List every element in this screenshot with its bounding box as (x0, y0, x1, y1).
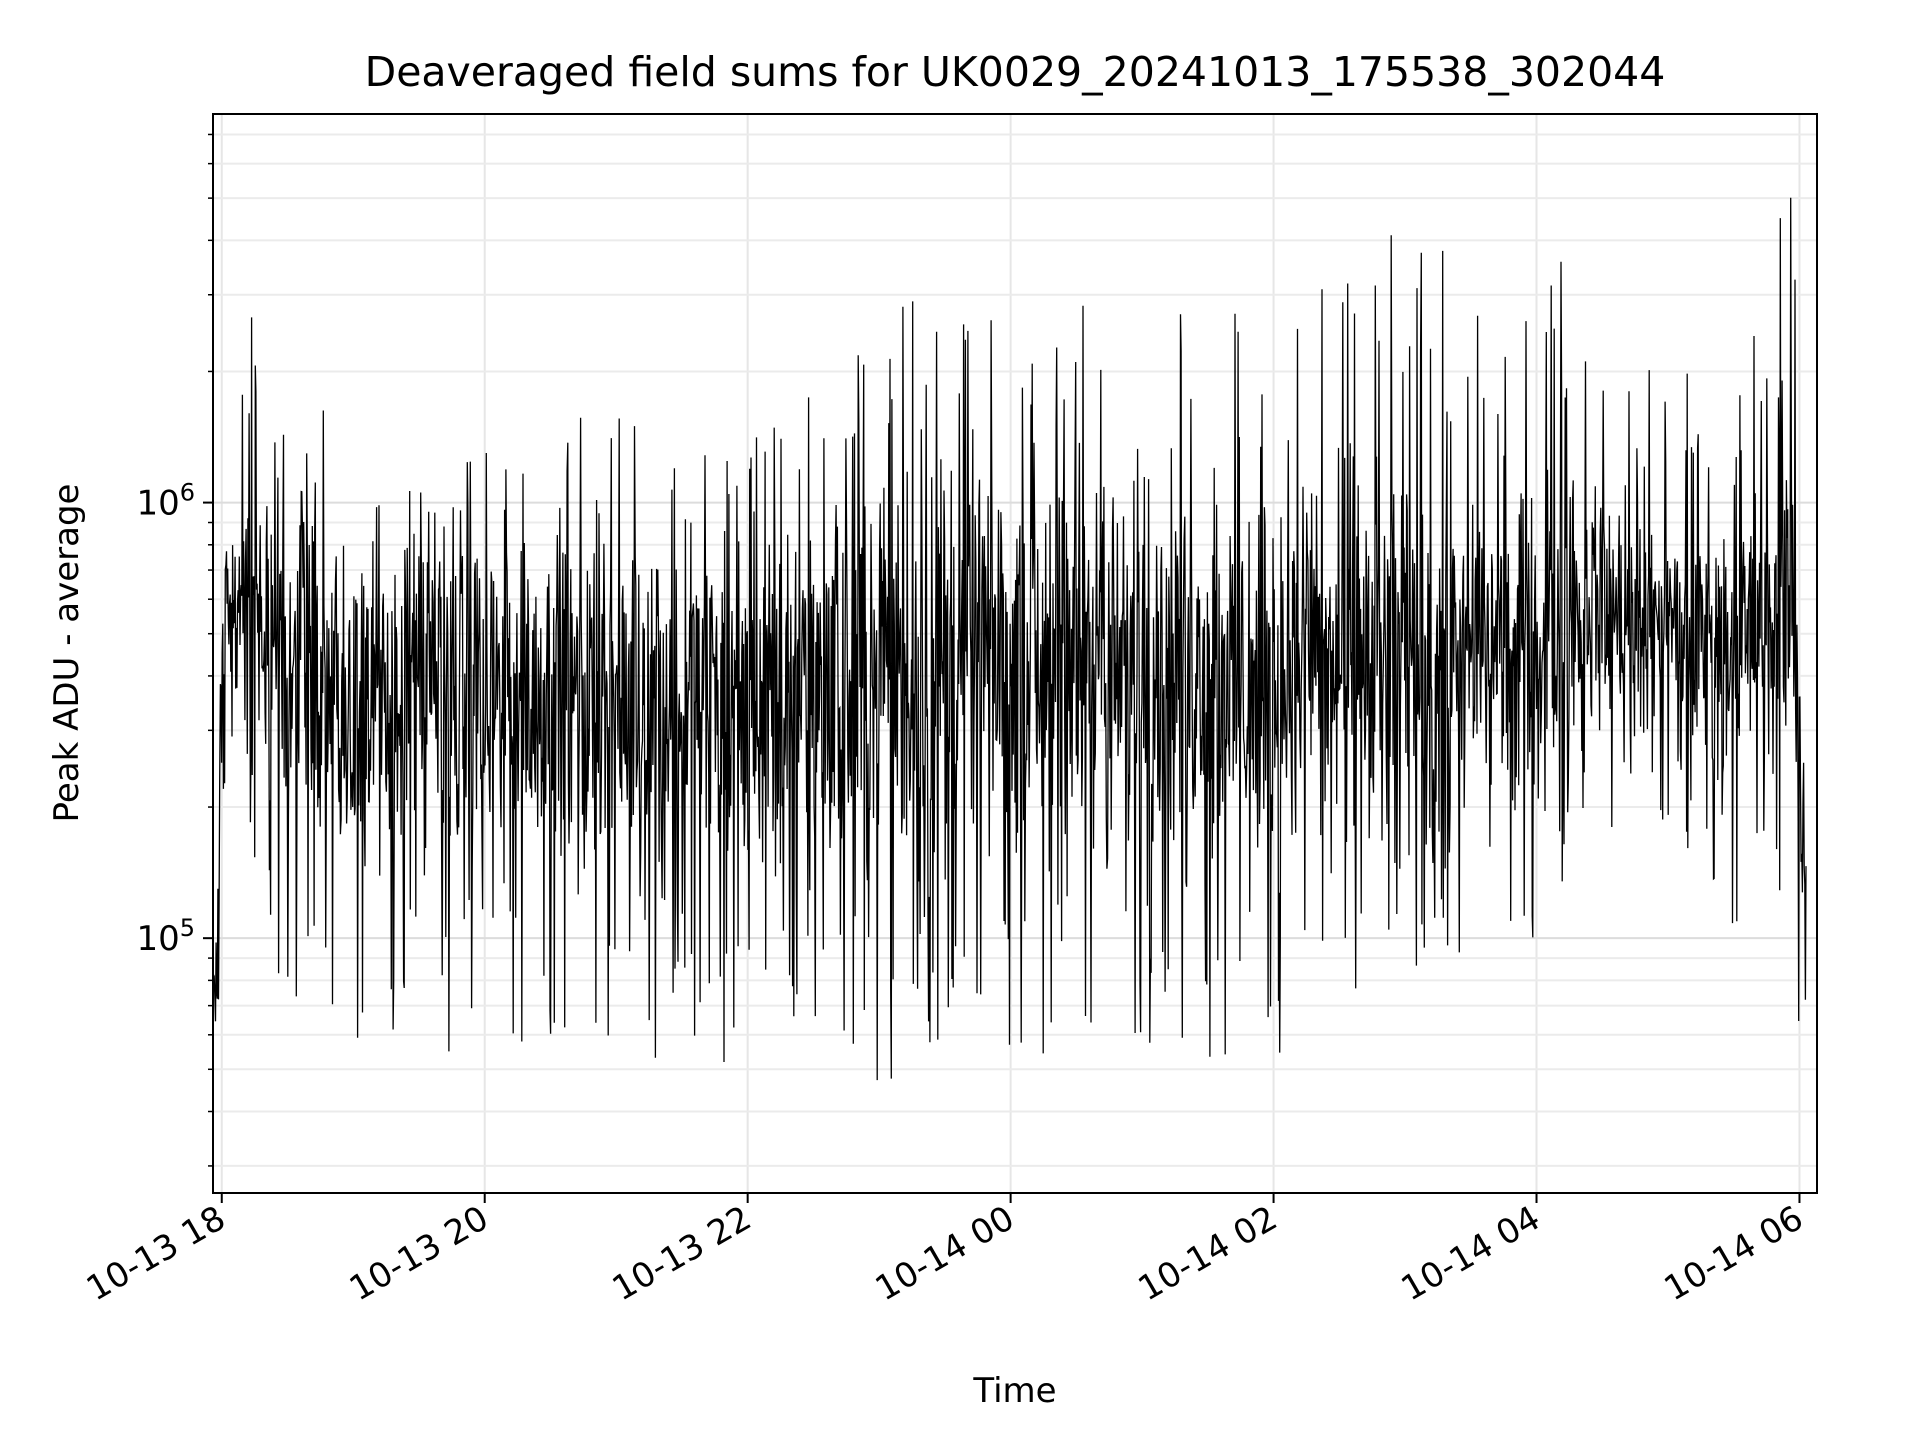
data-series-line (212, 197, 1807, 1081)
chart-title: Deaveraged field sums for UK0029_2024101… (365, 48, 1666, 96)
y-tick-label: 105 (136, 914, 195, 959)
y-tick-label: 106 (136, 479, 195, 524)
plot-frame (212, 113, 1818, 1194)
series-group (212, 197, 1807, 1081)
y-axis-label: Peak ADU - average (47, 484, 87, 823)
x-axis-label: Time (972, 1371, 1056, 1411)
